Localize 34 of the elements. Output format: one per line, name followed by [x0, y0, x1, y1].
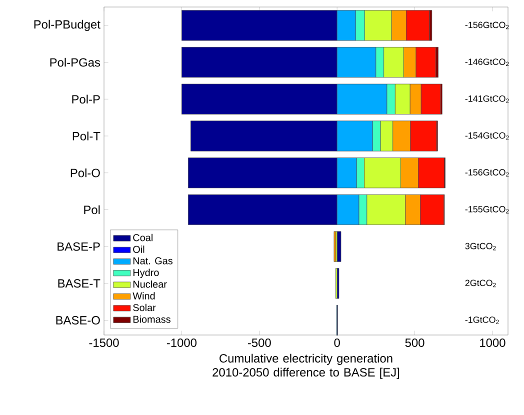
x-tick-label: -500	[248, 338, 271, 347]
legend-label: Oil	[133, 246, 144, 253]
x-tick-label: 1000	[480, 338, 506, 347]
annotation: -156GtCO$_{2}$	[465, 169, 509, 177]
y-tick-label: BASE-P	[58, 242, 100, 251]
y-tick-label: Pol-PGas	[50, 58, 100, 67]
legend-label: Wind	[132, 292, 155, 300]
y-tick-label: BASE-T	[58, 279, 100, 288]
bar	[336, 231, 342, 262]
annotation: -154GtCO$_{2}$	[465, 132, 509, 140]
x-axis-title: Cumulative electricity generation 2010-2050 difference to BASE [EJ]	[212, 354, 400, 379]
legend-label: Solar	[133, 304, 156, 312]
x-tick-label: -1500	[89, 338, 119, 347]
x-tick-label: -1000	[166, 338, 197, 347]
annotation: -146GtCO$_{2}$	[465, 58, 509, 66]
y-tick-label: BASE-O	[56, 316, 100, 324]
legend-label: Hydro	[133, 268, 159, 278]
legend-label: Nuclear	[133, 280, 167, 288]
annotation: -156GtCO$_{2}$	[465, 22, 509, 30]
legend-label: Biomass	[133, 316, 170, 323]
legend-label: Coal	[133, 234, 152, 242]
y-tick-label: Pol-O	[70, 168, 100, 178]
annotation: -155GtCO$_{2}$	[465, 206, 509, 214]
x-tick-label: 0	[334, 338, 340, 347]
legend-label: Nat. Gas	[133, 257, 173, 264]
annotation: -1GtCO$_{2}$	[465, 316, 499, 324]
annotation: 2GtCO$_{2}$	[465, 280, 496, 288]
y-tick-label: Pol-PBudget	[34, 20, 100, 32]
y-tick-label: Pol-T	[72, 132, 100, 140]
annotation: 3GtCO$_{2}$	[465, 242, 496, 250]
y-tick-label: Pol	[84, 205, 100, 214]
annotation: -141GtCO$_{2}$	[465, 95, 509, 103]
x-tick-label: 500	[405, 338, 424, 347]
y-tick-label: Pol-P	[72, 94, 100, 104]
